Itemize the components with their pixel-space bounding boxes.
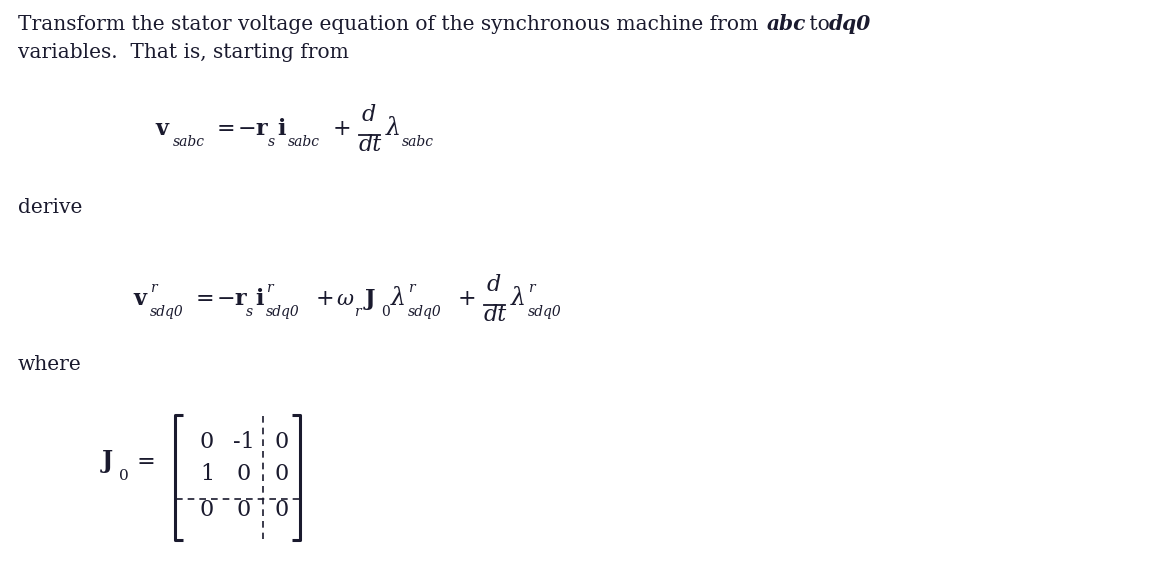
Text: r: r	[408, 281, 415, 295]
Text: =: =	[196, 288, 215, 310]
Text: +: +	[316, 288, 335, 310]
Text: $\lambda$: $\lambda$	[385, 117, 401, 140]
Text: 0: 0	[119, 469, 128, 483]
Text: $\mathbf{v}$: $\mathbf{v}$	[133, 288, 149, 310]
Text: variables.  That is, starting from: variables. That is, starting from	[18, 43, 349, 62]
Text: sabc: sabc	[173, 135, 205, 149]
Text: 0: 0	[275, 431, 289, 453]
Text: sabc: sabc	[402, 135, 434, 149]
Text: $\lambda$: $\lambda$	[390, 287, 406, 310]
Text: $\mathbf{i}$: $\mathbf{i}$	[278, 118, 287, 140]
Text: =: =	[218, 118, 235, 140]
Text: 0: 0	[236, 499, 252, 521]
Text: 0: 0	[236, 463, 252, 485]
Text: $-\mathbf{r}$: $-\mathbf{r}$	[238, 118, 269, 140]
Text: +: +	[333, 118, 352, 140]
Text: to: to	[803, 15, 836, 34]
Text: where: where	[18, 355, 82, 374]
Text: Transform the stator voltage equation of the synchronous machine from: Transform the stator voltage equation of…	[18, 15, 764, 34]
Text: abc: abc	[767, 14, 807, 34]
Text: $\mathbf{J}$: $\mathbf{J}$	[100, 448, 114, 475]
Text: $\mathbf{v}$: $\mathbf{v}$	[155, 118, 171, 140]
Text: d: d	[362, 104, 376, 126]
Text: derive: derive	[18, 198, 82, 217]
Text: 0: 0	[200, 431, 214, 453]
Text: s: s	[246, 305, 253, 319]
Text: dt: dt	[485, 304, 507, 326]
Text: =: =	[131, 451, 162, 473]
Text: $\mathbf{i}$: $\mathbf{i}$	[255, 288, 265, 310]
Text: sabc: sabc	[288, 135, 320, 149]
Text: +: +	[457, 288, 476, 310]
Text: sdq0: sdq0	[151, 305, 183, 319]
Text: 0: 0	[381, 305, 389, 319]
Text: $\lambda$: $\lambda$	[510, 287, 526, 310]
Text: 1: 1	[200, 463, 214, 485]
Text: -1: -1	[233, 431, 255, 453]
Text: s: s	[268, 135, 275, 149]
Text: $\mathbf{J}$: $\mathbf{J}$	[363, 287, 376, 312]
Text: $\omega$: $\omega$	[336, 290, 354, 309]
Text: $-\mathbf{r}$: $-\mathbf{r}$	[216, 288, 248, 310]
Text: sdq0: sdq0	[528, 305, 562, 319]
Text: sdq0: sdq0	[266, 305, 300, 319]
Text: dq0: dq0	[829, 14, 871, 34]
Text: 0: 0	[275, 499, 289, 521]
Text: d: d	[487, 274, 501, 296]
Text: 0: 0	[200, 499, 214, 521]
Text: r: r	[354, 305, 361, 319]
Text: r: r	[151, 281, 156, 295]
Text: sdq0: sdq0	[408, 305, 442, 319]
Text: r: r	[528, 281, 535, 295]
Text: r: r	[266, 281, 273, 295]
Text: 0: 0	[275, 463, 289, 485]
Text: dt: dt	[359, 134, 382, 156]
